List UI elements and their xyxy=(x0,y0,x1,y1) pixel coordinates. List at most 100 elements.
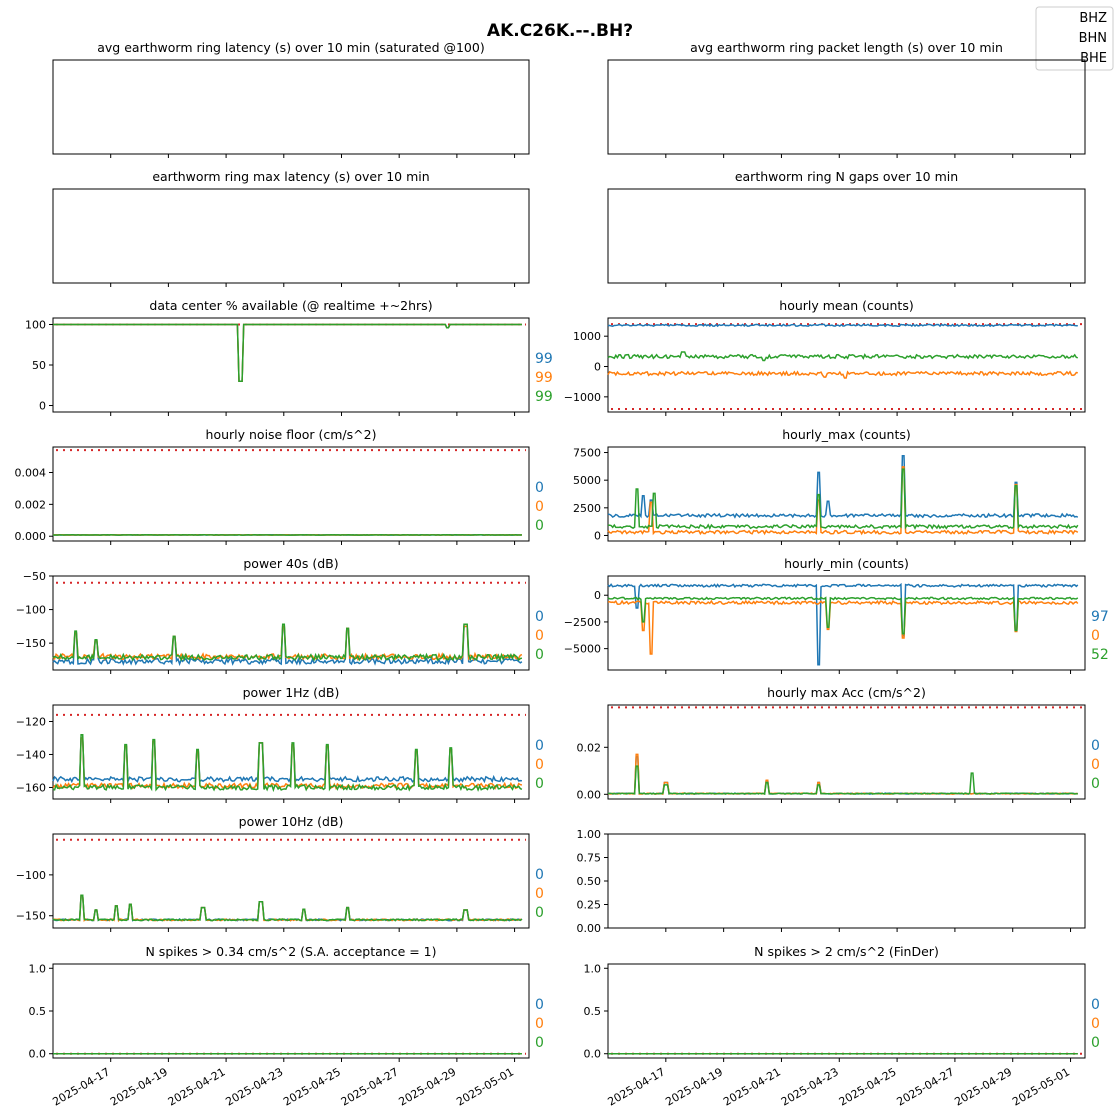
side-value-bhn: 0 xyxy=(1091,628,1100,644)
side-value-bhn: 0 xyxy=(1091,757,1100,773)
y-tick-label: −1000 xyxy=(564,391,601,404)
series-line-bhz xyxy=(52,625,523,667)
x-tick-label: 2025-05-01 xyxy=(1010,1065,1072,1108)
series-line-bhe xyxy=(52,894,523,922)
series-line-bhz xyxy=(607,755,1078,795)
panel-p12: hourly max Acc (cm/s^2) 0.00 0.02 0 0 0 xyxy=(577,685,1100,803)
side-value-bhn: 0 xyxy=(535,499,544,515)
y-tick-label: 1.00 xyxy=(577,828,602,841)
x-tick-label: 2025-04-25 xyxy=(837,1065,899,1108)
series-line-bhe xyxy=(607,351,1078,362)
side-value-bhz: 0 xyxy=(535,480,544,496)
y-tick-label: 0 xyxy=(594,529,601,542)
panel-title: power 1Hz (dB) xyxy=(243,685,340,700)
series-line-bhe xyxy=(52,733,523,793)
series-line-bhe xyxy=(607,765,1078,796)
x-tick-label: 2025-04-23 xyxy=(779,1065,841,1108)
y-tick-label: 1000 xyxy=(573,330,601,343)
y-tick-label: 0.5 xyxy=(29,1005,47,1018)
side-value-bhe: 0 xyxy=(1091,1035,1100,1051)
series-line-bhz xyxy=(52,894,523,922)
x-tick-label: 2025-04-29 xyxy=(952,1065,1014,1108)
panel-frame xyxy=(52,446,530,542)
panel-p5: data center % available (@ realtime +~2h… xyxy=(25,298,553,416)
figure-title: AK.C26K.--.BH? xyxy=(487,21,633,41)
x-tick-label: 2025-04-17 xyxy=(605,1065,667,1108)
side-value-bhz: 0 xyxy=(535,738,544,754)
side-value-bhe: 0 xyxy=(535,518,544,534)
series-line-bhz xyxy=(607,455,1079,519)
x-tick-label: 2025-04-21 xyxy=(166,1065,228,1108)
y-tick-label: 0.004 xyxy=(15,466,47,479)
panel-p1: avg earthworm ring latency (s) over 10 m… xyxy=(52,40,530,158)
legend-entry-bhz: BHZ xyxy=(1079,11,1107,26)
y-tick-label: 0.00 xyxy=(577,922,602,935)
y-tick-label: 0.5 xyxy=(584,1005,602,1018)
series-line-bhe xyxy=(53,323,522,382)
y-tick-label: 0.75 xyxy=(577,852,602,865)
y-tick-label: 0.0 xyxy=(584,1048,602,1061)
panel-p7: hourly noise floor (cm/s^2) 0.000 0.002 0.0… xyxy=(15,427,544,545)
side-value-bhz: 0 xyxy=(535,867,544,883)
panel-title: power 40s (dB) xyxy=(243,556,338,571)
panel-frame xyxy=(52,833,530,929)
series-line-bhn xyxy=(607,753,1079,796)
y-tick-label: −100 xyxy=(16,604,46,617)
panel-p16: N spikes > 2 cm/s^2 (FinDer)2025-04-1720… xyxy=(584,944,1100,1109)
x-tick-label: 2025-04-17 xyxy=(50,1065,112,1108)
x-tick-label: 2025-04-21 xyxy=(721,1065,783,1108)
panel-title: avg earthworm ring packet length (s) ove… xyxy=(690,40,1003,55)
panel-p14: 0.00 0.25 0.50 0.75 1.00 xyxy=(577,828,1086,935)
side-value-bhn: 0 xyxy=(1091,1016,1100,1032)
panel-title: avg earthworm ring latency (s) over 10 m… xyxy=(97,40,484,55)
legend-entry-bhn: BHN xyxy=(1079,31,1107,46)
y-tick-label: 1.0 xyxy=(584,962,602,975)
legend-entry-bhe: BHE xyxy=(1080,51,1107,66)
y-tick-label: 7500 xyxy=(573,447,601,460)
y-tick-label: 5000 xyxy=(573,474,601,487)
x-tick-label: 2025-04-27 xyxy=(895,1065,957,1108)
panel-frame xyxy=(52,575,530,671)
side-value-bhn: 0 xyxy=(535,757,544,773)
y-tick-label: 0.25 xyxy=(577,899,602,912)
y-tick-label: −150 xyxy=(16,910,46,923)
side-value-bhe: 0 xyxy=(535,647,544,663)
x-tick-label: 2025-04-23 xyxy=(223,1065,285,1108)
y-tick-label: −100 xyxy=(16,869,46,882)
y-tick-label: 0 xyxy=(594,589,601,602)
panel-title: hourly max Acc (cm/s^2) xyxy=(767,685,926,700)
side-value-bhz: 0 xyxy=(1091,738,1100,754)
side-value-bhe: 0 xyxy=(535,1035,544,1051)
y-tick-label: 0 xyxy=(39,400,46,413)
series-line-bhn xyxy=(607,599,1079,655)
panel-frame xyxy=(52,317,530,413)
panel-frame xyxy=(52,963,530,1059)
panel-title: hourly_max (counts) xyxy=(782,427,911,442)
panel-p9: power 40s (dB) −150 −100 −50 0 0 0 xyxy=(16,556,544,674)
panel-title: hourly_min (counts) xyxy=(784,556,909,571)
panel-title: N spikes > 2 cm/s^2 (FinDer) xyxy=(754,944,939,959)
panel-frame xyxy=(52,59,530,155)
y-tick-label: −160 xyxy=(16,781,46,794)
panel-p4: earthworm ring N gaps over 10 min xyxy=(607,169,1086,287)
y-tick-label: −5000 xyxy=(564,643,601,656)
series-line-bhe xyxy=(607,468,1079,530)
series-line-bhn xyxy=(52,737,523,791)
panel-title: data center % available (@ realtime +~2h… xyxy=(149,298,432,313)
x-tick-label: 2025-05-01 xyxy=(454,1065,516,1108)
x-tick-label: 2025-04-19 xyxy=(663,1065,725,1108)
y-tick-label: 0.0 xyxy=(29,1048,47,1061)
y-tick-label: 0 xyxy=(594,361,601,374)
panel-frame xyxy=(607,188,1086,284)
panel-p2: avg earthworm ring packet length (s) ove… xyxy=(607,40,1086,158)
panel-p13: power 10Hz (dB) −150 −100 0 0 0 xyxy=(16,814,544,932)
y-tick-label: 1.0 xyxy=(29,962,47,975)
series-line-bhn xyxy=(53,894,523,923)
x-tick-label: 2025-04-19 xyxy=(108,1065,170,1108)
series-line-bhz xyxy=(53,323,522,382)
legend-box xyxy=(1035,6,1114,71)
series-line-bhn xyxy=(607,466,1079,536)
side-value-bhe: 0 xyxy=(535,905,544,921)
series-line-bhn xyxy=(53,323,522,382)
series-line-bhe xyxy=(52,623,523,663)
